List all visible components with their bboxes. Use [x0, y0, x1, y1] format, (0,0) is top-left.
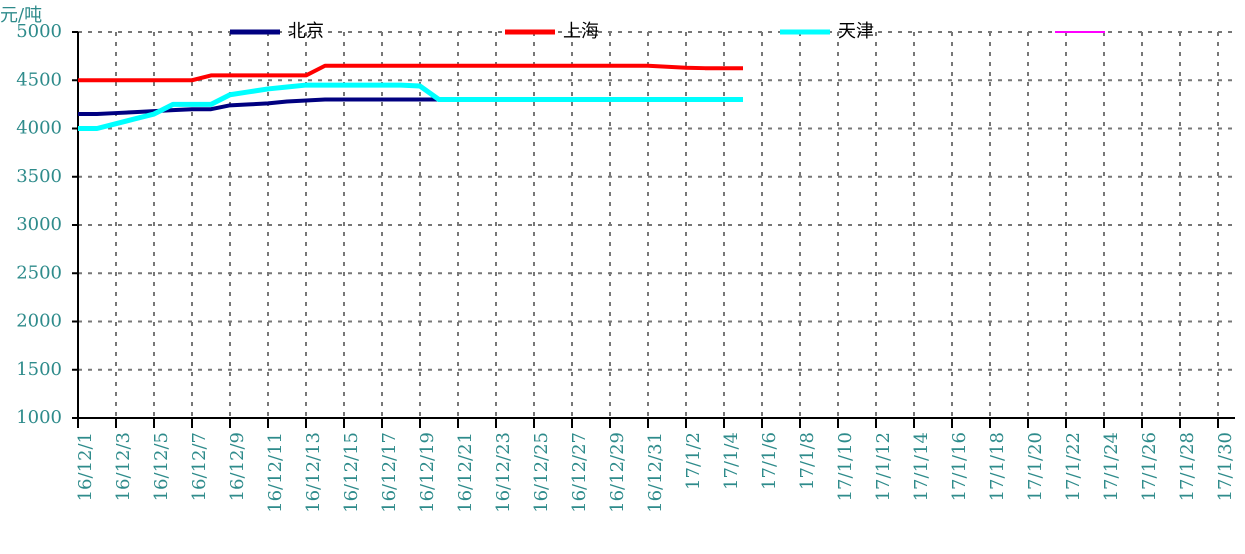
legend-label: 天津 [838, 21, 874, 42]
x-tick-label: 16/12/29 [607, 432, 628, 513]
y-tick-label: 2000 [16, 311, 62, 332]
x-tick-label: 17/1/22 [1063, 432, 1084, 501]
x-tick-label: 16/12/1 [75, 432, 96, 501]
x-tick-label: 16/12/19 [417, 432, 438, 513]
y-tick-label: 1500 [16, 359, 62, 380]
x-tick-label: 16/12/25 [531, 432, 552, 513]
y-tick-label: 4000 [16, 118, 62, 139]
x-tick-label: 16/12/3 [113, 432, 134, 501]
x-tick-label: 17/1/6 [759, 432, 780, 490]
x-tick-label: 17/1/24 [1101, 432, 1122, 501]
x-tick-label: 17/1/28 [1177, 432, 1198, 501]
y-tick-label: 3500 [16, 166, 62, 187]
x-tick-label: 17/1/18 [987, 432, 1008, 501]
x-tick-label: 16/12/5 [151, 432, 172, 501]
y-tick-label: 4500 [16, 69, 62, 90]
y-tick-label: 3000 [16, 214, 62, 235]
x-tick-label: 16/12/13 [303, 432, 324, 513]
x-tick-label: 17/1/26 [1139, 432, 1160, 501]
x-tick-label: 16/12/21 [455, 432, 476, 513]
y-axis-label: 元/吨 [0, 5, 42, 26]
x-tick-label: 16/12/17 [379, 432, 400, 513]
legend-label: 上海 [563, 21, 599, 42]
x-tick-label: 17/1/8 [797, 432, 818, 490]
x-tick-label: 16/12/31 [645, 432, 666, 513]
x-tick-label: 16/12/11 [265, 432, 286, 513]
legend-label: 北京 [288, 21, 324, 42]
x-tick-label: 16/12/23 [493, 432, 514, 513]
y-tick-label: 1000 [16, 407, 62, 428]
x-tick-label: 16/12/15 [341, 432, 362, 513]
data-line [78, 63, 743, 83]
x-tick-label: 17/1/12 [873, 432, 894, 501]
x-tick-label: 16/12/27 [569, 432, 590, 513]
x-tick-label: 17/1/20 [1025, 432, 1046, 501]
x-tick-label: 16/12/7 [189, 432, 210, 501]
x-tick-label: 17/1/2 [683, 432, 704, 490]
y-tick-label: 5000 [16, 21, 62, 42]
x-tick-label: 17/1/16 [949, 432, 970, 501]
y-tick-label: 2500 [16, 262, 62, 283]
data-line [78, 82, 743, 131]
x-tick-label: 17/1/10 [835, 432, 856, 501]
x-tick-label: 17/1/4 [721, 432, 742, 490]
x-tick-label: 16/12/9 [227, 432, 248, 501]
x-tick-label: 17/1/14 [911, 432, 932, 501]
x-tick-label: 17/1/30 [1215, 432, 1236, 501]
